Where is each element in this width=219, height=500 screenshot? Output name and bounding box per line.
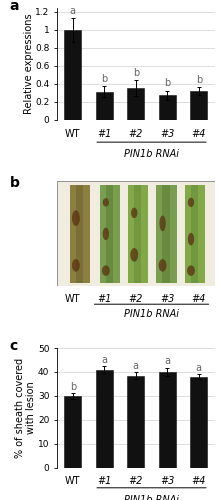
Bar [159, 372, 176, 468]
Bar [190, 376, 207, 468]
Text: b: b [196, 74, 202, 85]
Bar [76, 184, 83, 283]
Bar [70, 184, 90, 283]
Y-axis label: Relative expressions: Relative expressions [23, 14, 34, 114]
Text: a: a [164, 356, 170, 366]
Text: b: b [164, 78, 170, 88]
Ellipse shape [72, 259, 80, 272]
Bar [134, 184, 141, 283]
Ellipse shape [188, 198, 194, 207]
Bar [127, 376, 145, 468]
Bar [64, 30, 81, 120]
Text: a: a [101, 355, 107, 365]
Ellipse shape [159, 216, 166, 232]
Text: #2: #2 [129, 294, 143, 304]
Bar [64, 396, 81, 468]
Bar [99, 184, 120, 283]
Text: b: b [70, 382, 76, 392]
Text: WT: WT [65, 294, 80, 304]
Text: PIN1b RNAi: PIN1b RNAi [124, 495, 179, 500]
Bar [162, 184, 170, 283]
Text: #1: #1 [97, 476, 111, 486]
Text: PIN1b RNAi: PIN1b RNAi [124, 310, 179, 320]
Ellipse shape [103, 198, 109, 206]
Text: #2: #2 [129, 128, 143, 138]
Ellipse shape [130, 248, 138, 262]
Text: #2: #2 [129, 476, 143, 486]
Text: #3: #3 [160, 128, 175, 138]
Bar [191, 184, 198, 283]
Text: WT: WT [65, 476, 81, 486]
Text: a: a [196, 363, 202, 373]
Text: a: a [70, 6, 76, 16]
Text: #1: #1 [97, 128, 111, 138]
Text: #4: #4 [192, 476, 206, 486]
Bar [156, 184, 177, 283]
Bar [96, 92, 113, 120]
Text: b: b [101, 74, 107, 84]
Bar [96, 370, 113, 468]
Text: #4: #4 [192, 128, 206, 138]
Text: #1: #1 [97, 294, 111, 304]
Text: #4: #4 [192, 294, 206, 304]
Ellipse shape [103, 228, 109, 240]
Y-axis label: % of sheath covered
with lesion: % of sheath covered with lesion [15, 358, 36, 458]
Text: b: b [10, 176, 19, 190]
Bar [190, 91, 207, 120]
Ellipse shape [188, 233, 194, 245]
Ellipse shape [187, 266, 195, 276]
Bar [127, 88, 145, 120]
Ellipse shape [72, 210, 80, 226]
Text: #3: #3 [160, 476, 175, 486]
Ellipse shape [159, 259, 166, 272]
Text: PIN1b RNAi: PIN1b RNAi [124, 149, 179, 159]
Text: a: a [10, 0, 19, 12]
Ellipse shape [102, 266, 110, 276]
Bar [106, 184, 113, 283]
Bar [185, 184, 205, 283]
Text: WT: WT [65, 128, 81, 138]
Bar [159, 96, 176, 120]
Text: a: a [133, 361, 139, 371]
Text: #3: #3 [160, 294, 175, 304]
Text: b: b [133, 68, 139, 78]
Text: c: c [10, 338, 18, 352]
Bar [128, 184, 148, 283]
Ellipse shape [131, 208, 137, 218]
